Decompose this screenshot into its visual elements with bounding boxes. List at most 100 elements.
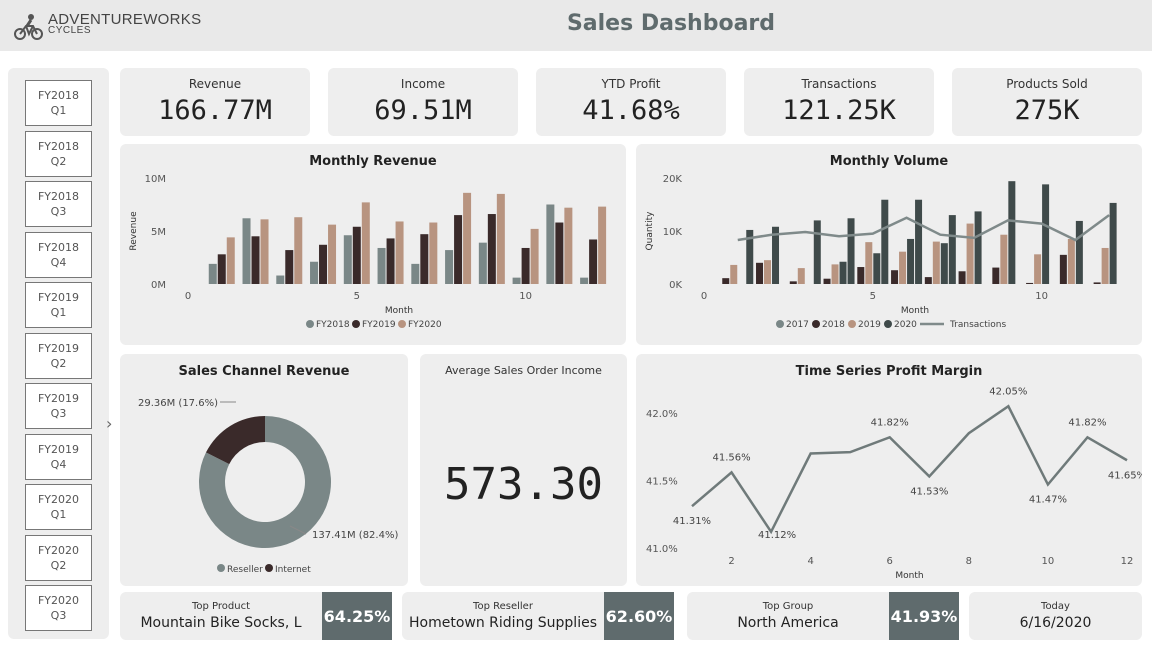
bar-FY2020 [429,222,438,284]
kpi-card-revenue: Revenue 166.77M [120,68,310,136]
slicer-item-fy2019-q4[interactable]: FY2019 Q4 [25,433,92,480]
slicer-item-fy2020-q3[interactable]: FY2020 Q3 [25,585,92,631]
data-label: 41.47% [1029,495,1067,506]
legend-marker [884,320,892,328]
leader-line [289,525,307,535]
slicer-item-fy2020-q1[interactable]: FY2020 Q1 [25,484,92,530]
legend-label: Transactions [949,320,1006,330]
sales-channel-revenue-chart[interactable]: Sales Channel Revenue 29.36M (17.6%) 137.… [120,354,408,586]
x-tick-label: 4 [807,556,813,567]
bar-FY2020 [294,217,303,284]
kpi-label: YTD Profit [601,77,661,91]
slicer-item-fy2018-q1[interactable]: FY2018 Q1 [25,80,92,126]
bar-2019 [1008,181,1016,284]
bar-2020 [813,220,821,284]
chart-title: Sales Channel Revenue [178,364,350,379]
bar-FY2020 [496,193,505,284]
slicer-item-fy2019-q1[interactable]: FY2019 Q1 [25,282,92,328]
y-tick-label: 41.5% [646,477,678,488]
y-tick-label: 41.0% [646,544,678,555]
x-tick-label: 8 [966,556,972,567]
x-tick-label: 0 [701,291,707,302]
bar-2018 [756,262,764,284]
top-product-badge: 64.25% [322,592,392,640]
y-tick-label: 20K [663,174,683,185]
bar-FY2018 [546,204,555,284]
slicer-item-fy2019-q3[interactable]: FY2019 Q3 [25,383,92,429]
monthly-revenue-chart[interactable]: Monthly Revenue 10M 5M 0M 0 5 10 Month Revenue F… [120,144,626,345]
bar-FY2019 [386,238,395,284]
bar-2018 [1059,254,1067,284]
bar-FY2020 [260,219,269,284]
y-axis-label: Quantity [645,211,655,251]
bar-2018b [899,251,907,284]
avg-order-value: 573.30 [444,459,603,510]
data-label: 41.82% [871,417,909,428]
donut-slice-internet [205,416,265,465]
bar-2020 [881,199,889,284]
bar-2018b [865,242,873,284]
bar-2019 [974,211,982,284]
bar-2018 [924,277,932,284]
data-label: 41.31% [673,516,711,527]
profit-margin-svg: 42.0% 41.5% 41.0% 2 4 6 8 10 12 Month 41.31% 41.56%… [646,386,1142,581]
legend-label: FY2018 [316,320,350,330]
bar-2018b [730,264,738,284]
bar-FY2020 [530,228,539,284]
bar-FY2018 [580,277,589,284]
slicer-item-fy2018-q2[interactable]: FY2018 Q2 [25,130,92,177]
bar-FY2019 [319,244,328,284]
slicer-item-fy2018-q3[interactable]: FY2018 Q3 [25,181,92,227]
data-label: 42.05% [989,386,1027,397]
kpi-card-products-sold: Products Sold 275K [952,68,1142,136]
chevron-right-icon[interactable]: › [106,414,113,433]
bar-2019 [1042,184,1050,284]
bar-FY2018 [478,242,487,284]
logo-main-text: ADVENTUREWORKS [48,11,202,28]
slicer-item-quarter: Q2 [50,154,67,168]
bar-2018b [831,264,839,284]
profit-margin-line [691,404,1128,535]
kpi-card-ytd-profit: YTD Profit 41.68% [536,68,726,136]
slicer-item-fy2019-q2[interactable]: FY2019 Q2 [25,332,92,379]
data-label: 41.82% [1068,417,1106,428]
bar-FY2019 [487,214,496,284]
data-label: 41.12% [758,530,796,541]
monthly-revenue-svg: 10M 5M 0M 0 5 10 Month Revenue FY2018 FY2019 FY202… [129,174,607,330]
kpi-value: 41.68% [582,95,680,126]
avg-order-income-card: Average Sales Order Income 573.30 [420,354,627,586]
bar-FY2019 [285,250,294,284]
bar-2020 [915,199,923,284]
slicer-item-quarter: Q1 [50,508,67,521]
slicer-item-year: FY2019 [37,392,80,405]
legend-marker [776,320,784,328]
y-tick-label: 0K [669,280,682,291]
kpi-value: 121.25K [782,95,896,126]
adventureworks-logo: ADVENTUREWORKS CYCLES [14,12,201,42]
kpi-card-transactions: Transactions 121.25K [744,68,934,136]
profit-margin-chart[interactable]: Time Series Profit Margin 42.0% 41.5% 41.0… [636,354,1142,586]
x-tick-label: 6 [887,556,893,567]
slicer-item-fy2018-q4[interactable]: FY2018 Q4 [25,231,92,278]
slicer-item-quarter: Q3 [50,205,67,218]
data-label: 41.53% [910,486,948,497]
slicer-item-fy2020-q2[interactable]: FY2020 Q2 [25,534,92,581]
top-product-label: Top Product [191,601,251,612]
sales-channel-svg: 29.36M (17.6%) 137.41M (82.4%) Reseller Int… [138,398,398,575]
kpi-value: 69.51M [374,95,472,126]
quarter-slicer: › FY2018 Q1 FY2018 Q2 FY2018 Q3 FY2018 Q4 FY2019… [8,68,113,639]
top-reseller-card: Top Reseller Hometown Riding Supplies 62… [402,592,674,640]
top-group-value: North America [737,615,839,631]
kpi-value: 275K [1014,95,1080,126]
bar-2018b [764,260,772,284]
slice-label-internet: 29.36M (17.6%) [138,398,218,409]
monthly-volume-chart[interactable]: Monthly Volume 20K 10K 0K 0 5 10 Month Quantity… [636,144,1142,345]
y-tick-label: 42.0% [646,409,678,420]
legend-label: 2018 [822,320,845,330]
legend-marker [217,564,225,572]
bar-2020 [847,218,855,284]
bar-2019 [839,261,847,284]
kpi-label: Income [400,77,446,91]
y-tick-label: 0M [151,280,166,291]
bar-FY2018 [208,263,217,284]
